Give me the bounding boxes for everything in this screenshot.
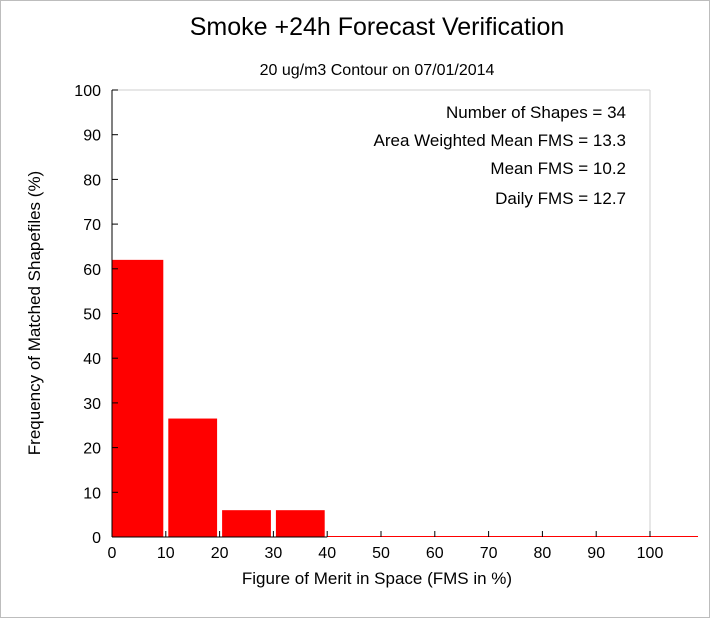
y-tick-label: 90 bbox=[83, 128, 101, 145]
y-axis-title: Frequency of Matched Shapefiles (%) bbox=[25, 171, 44, 455]
x-tick-label: 20 bbox=[211, 545, 229, 562]
chart-title: Smoke +24h Forecast Verification bbox=[190, 13, 565, 41]
x-tick-label: 50 bbox=[372, 545, 390, 562]
y-tick-label: 80 bbox=[83, 172, 101, 189]
stats-annotation: Mean FMS = 10.2 bbox=[490, 159, 626, 178]
y-tick-label: 20 bbox=[83, 441, 101, 458]
x-tick-label: 70 bbox=[480, 545, 498, 562]
x-tick-label: 40 bbox=[318, 545, 336, 562]
histogram-bar bbox=[168, 418, 218, 537]
y-tick-label: 40 bbox=[83, 351, 101, 368]
annotations-group: Number of Shapes = 34 Area Weighted Mean … bbox=[374, 103, 626, 208]
y-tick-label: 0 bbox=[92, 530, 101, 547]
x-tick-label: 90 bbox=[587, 545, 605, 562]
y-tick-label: 70 bbox=[83, 217, 101, 234]
axes-group bbox=[111, 89, 651, 538]
x-tick-label: 0 bbox=[108, 545, 117, 562]
x-axis-title: Figure of Merit in Space (FMS in %) bbox=[242, 569, 512, 588]
histogram-bar bbox=[222, 510, 271, 537]
histogram-bar bbox=[112, 259, 164, 537]
x-tick-label: 80 bbox=[534, 545, 552, 562]
y-tick-label: 30 bbox=[83, 396, 101, 413]
y-tick-label: 50 bbox=[83, 307, 101, 324]
chart-subtitle: 20 ug/m3 Contour on 07/01/2014 bbox=[260, 62, 495, 79]
tick-labels-group: 0 10 20 30 40 50 60 70 80 90 100 0 10 20 30 40 50 60 70 80 9… bbox=[74, 83, 663, 562]
stats-annotation: Number of Shapes = 34 bbox=[446, 103, 626, 122]
y-tick-label: 60 bbox=[83, 262, 101, 279]
y-tick-label: 10 bbox=[83, 485, 101, 502]
x-tick-label: 60 bbox=[426, 545, 444, 562]
stats-annotation: Area Weighted Mean FMS = 13.3 bbox=[374, 131, 626, 150]
x-tick-label: 100 bbox=[637, 545, 664, 562]
stats-annotation: Daily FMS = 12.7 bbox=[495, 189, 626, 208]
x-tick-label: 10 bbox=[157, 545, 175, 562]
bars-group bbox=[112, 259, 698, 537]
y-tick-label: 100 bbox=[74, 83, 101, 100]
histogram-bar bbox=[275, 510, 325, 537]
x-tick-label: 30 bbox=[265, 545, 283, 562]
